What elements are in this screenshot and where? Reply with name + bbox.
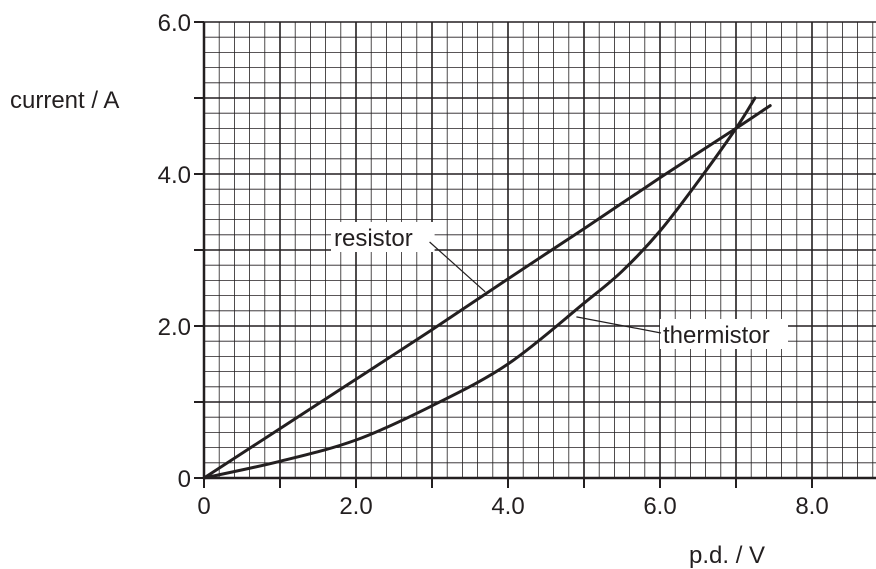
annotation-box-thermistor: [660, 319, 788, 349]
annotation-label-thermistor: thermistor: [663, 322, 770, 349]
x-tick-label: 8.0: [795, 493, 828, 520]
x-ticks: 0 2.0 4.0 6.0 8.0: [197, 478, 829, 520]
y-tick-label: 2.0: [158, 314, 191, 341]
x-tick-label: 0: [197, 493, 210, 520]
annotation-leader-thermistor: [576, 316, 662, 334]
y-tick-label: 6.0: [158, 10, 191, 37]
annotations: resistor thermistor: [331, 222, 788, 349]
series-line-resistor: [202, 104, 772, 480]
series: [202, 96, 772, 480]
y-tick-label: 0: [178, 466, 191, 493]
series-line-thermistor: [202, 96, 757, 480]
grid: [203, 21, 876, 479]
x-axis-title: p.d. / V: [689, 542, 765, 569]
annotation-label-resistor: resistor: [334, 225, 413, 252]
x-tick-label: 2.0: [339, 493, 372, 520]
y-axis-title: current / A: [10, 87, 119, 114]
annotation-box-resistor: [331, 222, 435, 252]
annotation-leader-resistor: [429, 241, 486, 293]
x-tick-label: 6.0: [643, 493, 676, 520]
x-tick-label: 4.0: [491, 493, 524, 520]
y-tick-label: 4.0: [158, 162, 191, 189]
y-ticks: 0 2.0 4.0 6.0: [158, 10, 204, 493]
